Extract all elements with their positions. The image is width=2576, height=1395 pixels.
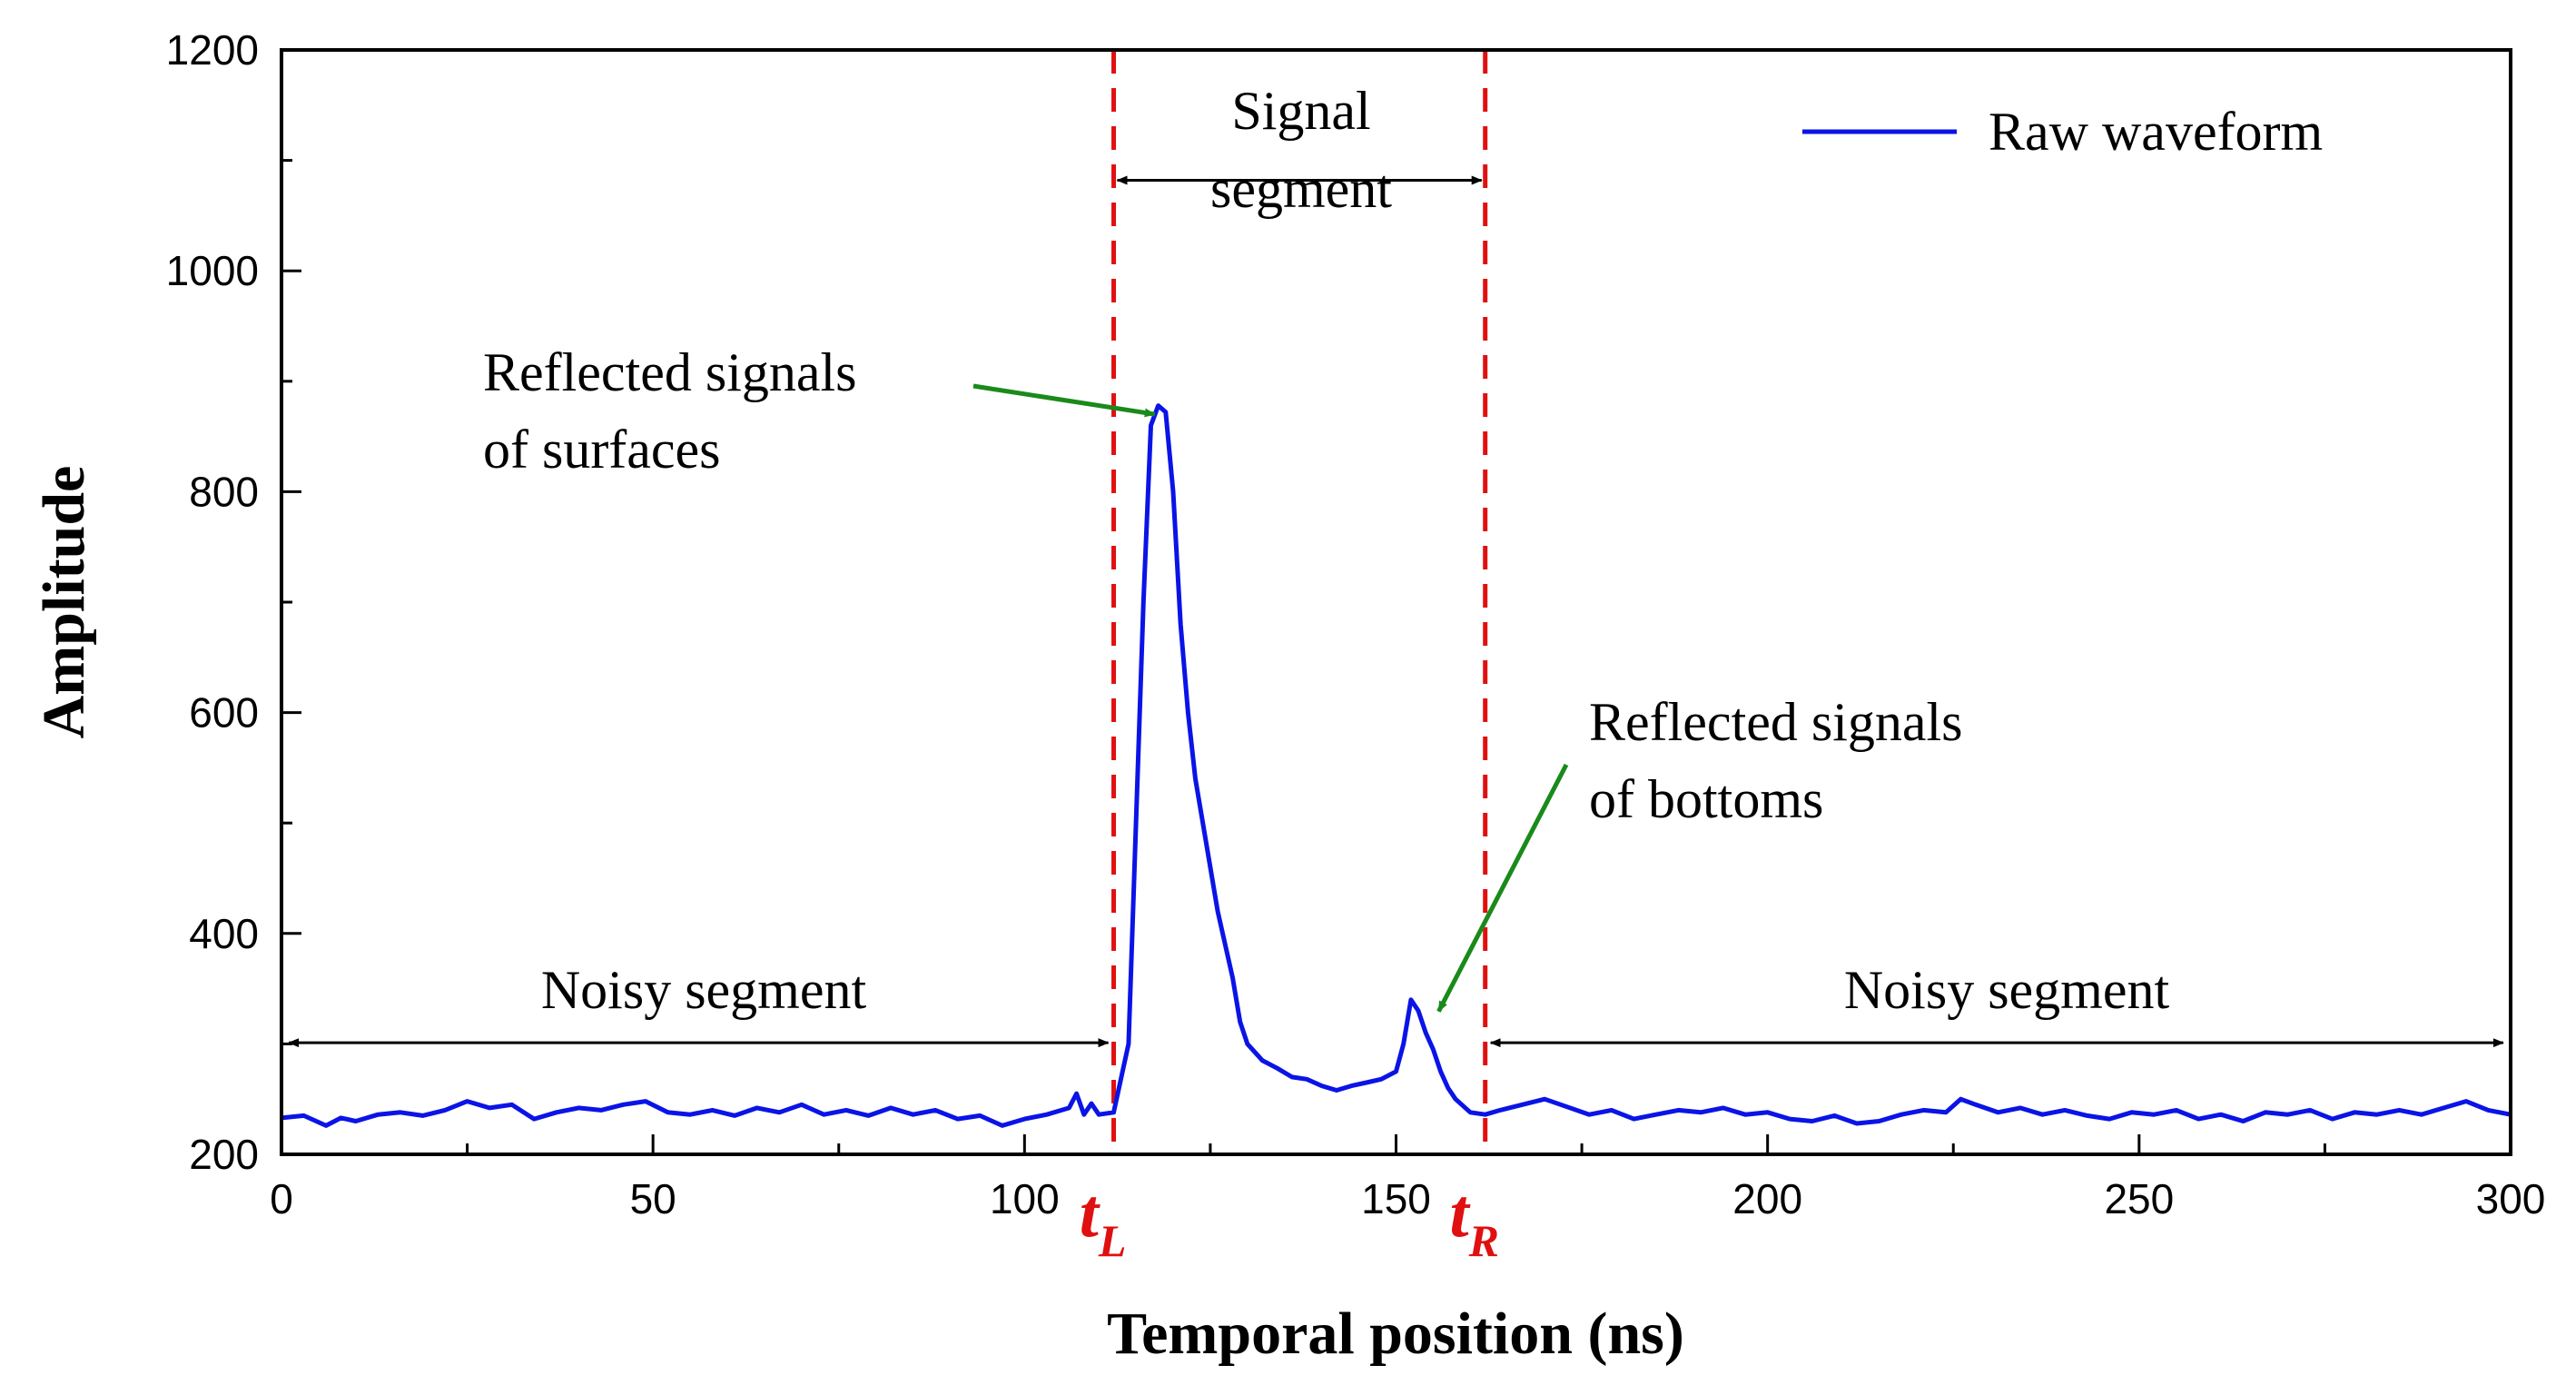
marker-label-t-l: tL [1080, 1175, 1127, 1266]
signal-segment-label-line1: Signal [1231, 81, 1370, 141]
marker-label-t-r: tR [1449, 1175, 1498, 1266]
x-tick-label: 300 [2476, 1175, 2546, 1222]
signal-segment-label-line2: segment [1210, 159, 1392, 219]
y-tick-label: 400 [189, 910, 259, 957]
y-tick-label: 800 [189, 468, 259, 515]
plot-frame [280, 48, 2512, 1156]
surfaces-pointer-arrow [972, 383, 1156, 418]
x-tick-label: 0 [270, 1175, 293, 1222]
y-tick-label: 600 [189, 689, 259, 737]
y-tick-label: 1200 [166, 26, 259, 74]
y-axis-title: Amplitude [31, 466, 97, 739]
x-tick-label: 50 [630, 1175, 676, 1222]
x-tick-label: 250 [2104, 1175, 2174, 1222]
legend: Raw waveform [1802, 102, 2323, 162]
bottoms-label-line2: of bottoms [1589, 769, 1823, 829]
x-tick-label: 150 [1361, 1175, 1431, 1222]
x-tick-label: 200 [1732, 1175, 1802, 1222]
x-axis-title: Temporal position (ns) [1107, 1301, 1684, 1367]
noisy-segment-right-label: Noisy segment [1844, 960, 2170, 1020]
surfaces-label-line1: Reflected signals [483, 342, 857, 402]
bottoms-pointer-arrow [1436, 763, 1569, 1013]
y-tick-label: 200 [189, 1131, 259, 1178]
surfaces-label-line2: of surfaces [483, 420, 721, 480]
noisy-segment-left-label: Noisy segment [541, 960, 867, 1020]
series-line-raw-waveform [281, 403, 2512, 1128]
x-tick-label: 100 [990, 1175, 1060, 1222]
y-tick-label: 1000 [166, 247, 259, 294]
legend-label-raw-waveform: Raw waveform [1989, 102, 2323, 162]
bottoms-label-line1: Reflected signals [1589, 692, 1963, 752]
